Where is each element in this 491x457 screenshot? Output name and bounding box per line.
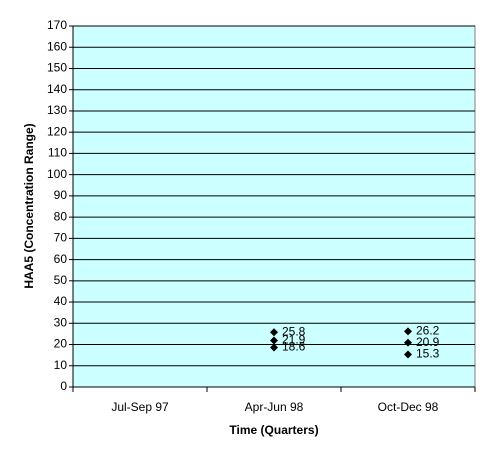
data-label: 25.8: [282, 324, 306, 338]
y-tick-label: 100: [47, 167, 67, 181]
marker: [404, 327, 412, 336]
data-label: 26.2: [416, 324, 440, 338]
y-tick-label: 160: [47, 39, 67, 53]
y-tick-label: 140: [47, 82, 67, 96]
y-tick-label: 150: [47, 61, 67, 75]
data-label: 18.6: [282, 340, 306, 354]
marker: [270, 343, 278, 352]
y-tick-label: 30: [54, 315, 68, 329]
marker: [404, 338, 412, 347]
y-tick-label: 130: [47, 103, 67, 117]
y-tick-label: 0: [60, 379, 67, 393]
y-tick-label: 120: [47, 124, 67, 138]
y-tick-label: 20: [54, 337, 68, 351]
y-tick-label: 40: [54, 294, 68, 308]
plot-area: [72, 25, 476, 388]
data-label: 15.3: [416, 347, 440, 361]
marker: [404, 350, 412, 359]
y-tick-label: 50: [54, 273, 68, 287]
data-label: 21.9: [282, 333, 306, 347]
y-axis-title: HAA5 (Concentration Range): [22, 123, 36, 288]
y-tick-label: 60: [54, 252, 68, 266]
data-label: 20.9: [416, 335, 440, 349]
y-tick-label: 110: [48, 146, 67, 160]
marker: [270, 336, 278, 345]
x-tick-label: Apr-Jun 98: [245, 400, 304, 414]
x-axis-title: Time (Quarters): [229, 423, 318, 437]
y-tick-label: 70: [54, 231, 68, 245]
y-tick-label: 90: [54, 188, 68, 202]
x-tick-label: Oct-Dec 98: [378, 400, 439, 414]
y-tick-label: 80: [54, 209, 68, 223]
x-tick-label: Jul-Sep 97: [111, 400, 169, 414]
y-tick-label: 10: [54, 358, 68, 372]
marker: [270, 328, 278, 337]
y-tick-label: 170: [47, 18, 67, 32]
